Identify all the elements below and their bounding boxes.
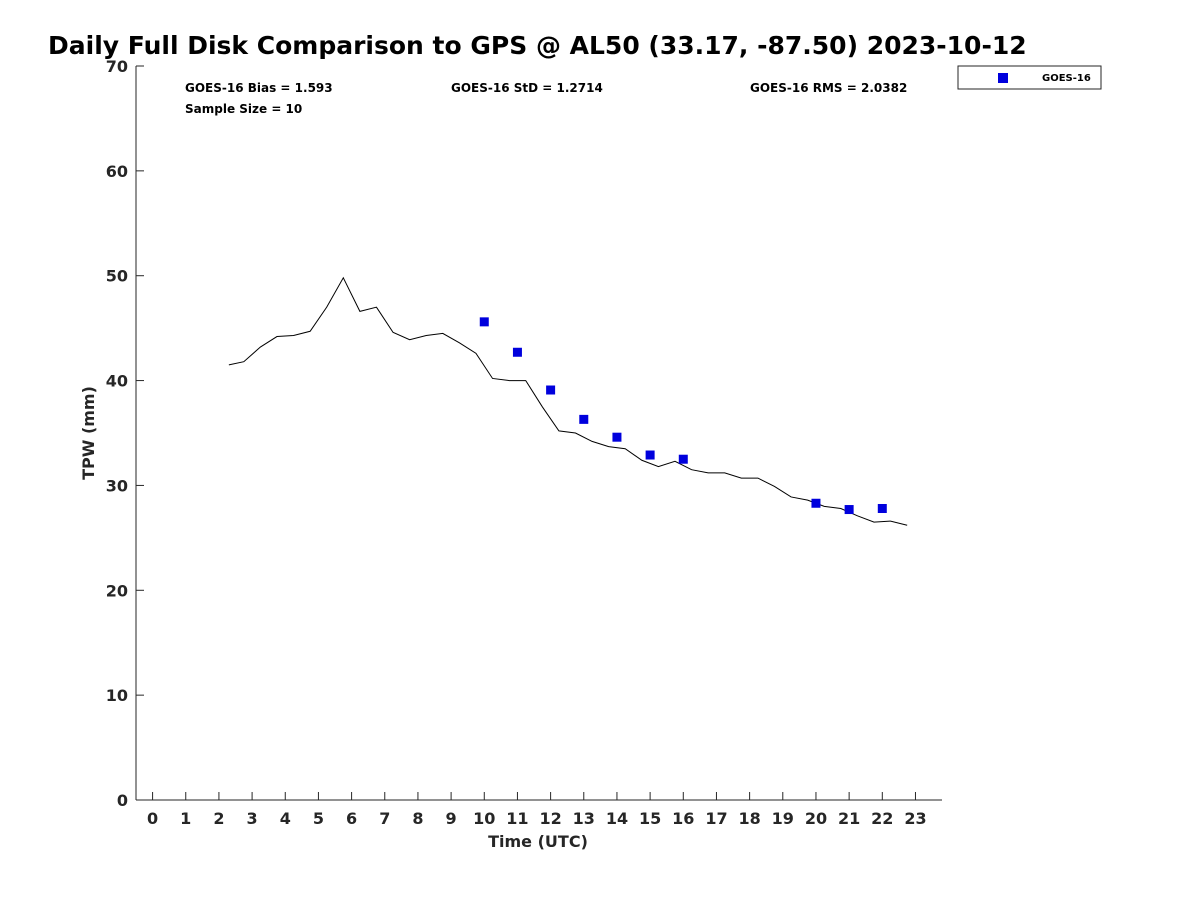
y-tick-label: 70 bbox=[106, 57, 128, 76]
x-tick-label: 18 bbox=[738, 809, 760, 828]
x-tick-label: 7 bbox=[379, 809, 390, 828]
x-tick-label: 3 bbox=[247, 809, 258, 828]
x-tick-label: 1 bbox=[180, 809, 191, 828]
x-axis-label: Time (UTC) bbox=[488, 832, 588, 851]
x-tick-label: 8 bbox=[412, 809, 423, 828]
x-tick-label: 9 bbox=[446, 809, 457, 828]
legend: GOES-16 bbox=[957, 65, 1102, 90]
x-axis-ticks: 0 1 2 3 4 5 6 7 8 9 10 11 12 13 14 15 16 17 18 19 20 21 22 23 bbox=[147, 792, 927, 828]
goes16-data-point bbox=[546, 385, 556, 395]
y-tick-label: 0 bbox=[117, 791, 128, 810]
legend-box bbox=[957, 65, 1102, 90]
y-axis-ticks: 0 10 20 30 40 50 60 70 bbox=[106, 57, 144, 810]
goes16-data-point bbox=[678, 454, 688, 464]
goes16-data-point bbox=[811, 498, 821, 508]
std-stat: GOES-16 StD = 1.2714 bbox=[451, 81, 603, 95]
x-tick-label: 14 bbox=[606, 809, 628, 828]
x-tick-label: 17 bbox=[705, 809, 727, 828]
y-tick-label: 60 bbox=[106, 162, 128, 181]
x-tick-label: 2 bbox=[213, 809, 224, 828]
gps-reference-line bbox=[228, 276, 908, 526]
x-tick-label: 12 bbox=[539, 809, 561, 828]
goes16-data-point bbox=[479, 317, 489, 327]
goes16-data-point bbox=[645, 450, 655, 460]
x-tick-label: 22 bbox=[871, 809, 893, 828]
goes16-data-point bbox=[579, 414, 589, 424]
x-tick-label: 0 bbox=[147, 809, 158, 828]
x-tick-label: 10 bbox=[473, 809, 495, 828]
goes16-data-point bbox=[612, 432, 622, 442]
x-tick-label: 15 bbox=[639, 809, 661, 828]
y-tick-label: 30 bbox=[106, 476, 128, 495]
x-tick-label: 11 bbox=[506, 809, 528, 828]
y-tick-label: 20 bbox=[106, 581, 128, 600]
x-tick-label: 4 bbox=[280, 809, 291, 828]
y-tick-label: 50 bbox=[106, 267, 128, 286]
sample-size-stat: Sample Size = 10 bbox=[185, 102, 302, 116]
x-tick-label: 19 bbox=[772, 809, 794, 828]
y-tick-label: 40 bbox=[106, 372, 128, 391]
goes16-data-point bbox=[844, 505, 854, 515]
rms-stat: GOES-16 RMS = 2.0382 bbox=[750, 81, 907, 95]
x-tick-label: 5 bbox=[313, 809, 324, 828]
x-tick-label: 21 bbox=[838, 809, 860, 828]
y-axis-label: TPW (mm) bbox=[79, 386, 98, 480]
x-tick-label: 20 bbox=[805, 809, 827, 828]
x-tick-label: 23 bbox=[904, 809, 926, 828]
y-tick-label: 10 bbox=[106, 686, 128, 705]
legend-label-goes16: GOES-16 bbox=[1042, 73, 1091, 84]
x-tick-label: 16 bbox=[672, 809, 694, 828]
bias-stat: GOES-16 Bias = 1.593 bbox=[185, 81, 333, 95]
goes16-data-point bbox=[512, 347, 522, 357]
legend-marker-goes16 bbox=[998, 73, 1008, 83]
x-tick-label: 6 bbox=[346, 809, 357, 828]
plot-area bbox=[228, 276, 908, 526]
x-tick-label: 13 bbox=[573, 809, 595, 828]
chart-title: Daily Full Disk Comparison to GPS @ AL50… bbox=[48, 31, 1027, 60]
goes16-data-point bbox=[877, 503, 887, 513]
